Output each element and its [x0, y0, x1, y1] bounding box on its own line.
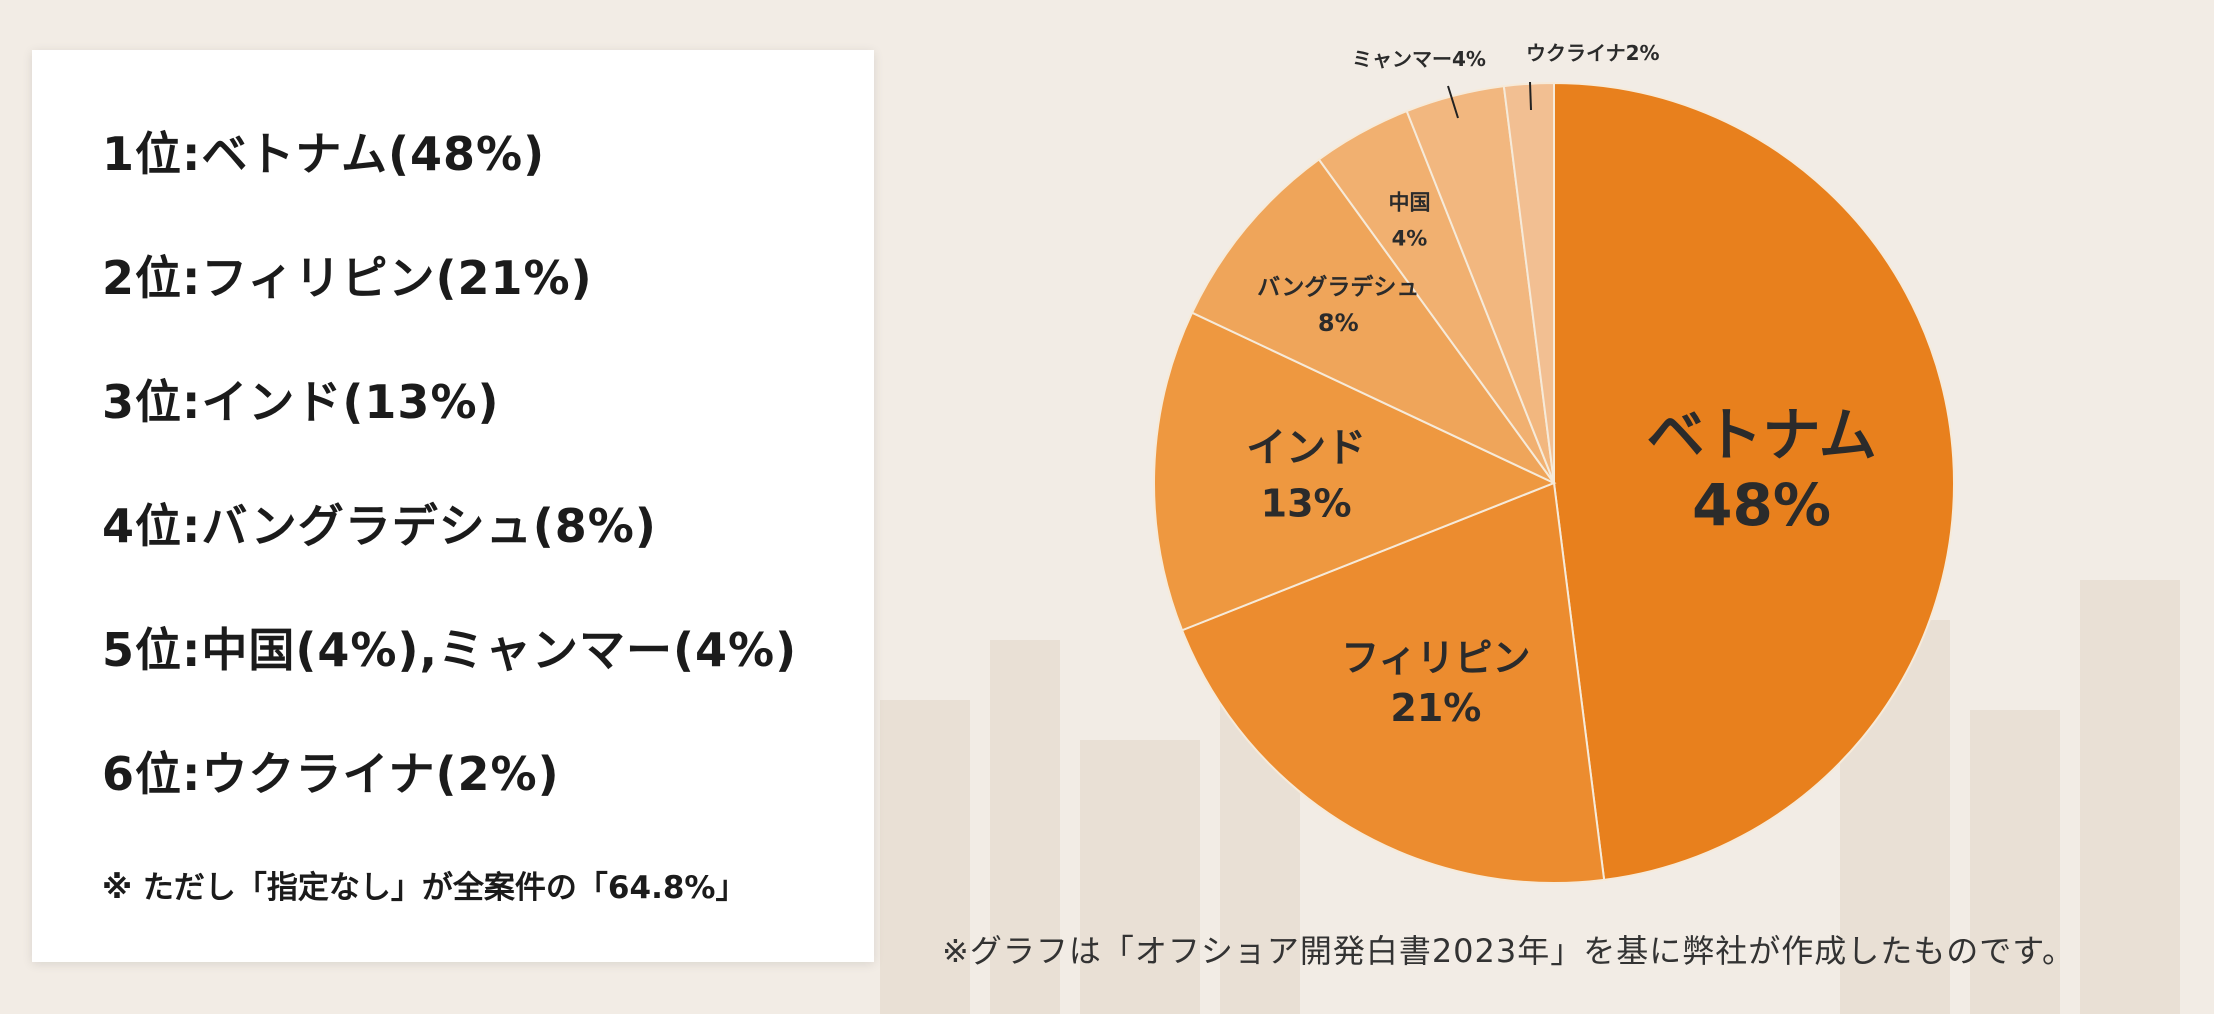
pie-slice-3 [1153, 311, 1557, 632]
slice-value-3: 13% [1261, 482, 1352, 526]
slice-label-1: ベトナム [1646, 401, 1876, 469]
slice-label-5: 中国 [1388, 190, 1430, 214]
unspecified-note: ※ ただし「指定なし」が全案件の「64.8%」 [102, 870, 747, 906]
pie-slice-1 [1553, 81, 1955, 881]
slice-label-2: フィリピン [1341, 636, 1530, 680]
slice-value-4: 8% [1318, 309, 1359, 337]
leader-line-6 [1447, 85, 1459, 119]
ranking-card: 1位:ベトナム(48%) 2位:フィリピン(21%) 3位:インド(13%) 4… [32, 50, 874, 962]
rank-item-4: 4位:バングラデシュ(8%) [102, 499, 657, 553]
rank-item-3: 3位:インド(13%) [102, 375, 500, 429]
leader-line-7 [1529, 81, 1532, 111]
slice-outside-label-6: ミャンマー4% [1352, 47, 1486, 71]
slice-label-4: バングラデシュ [1257, 274, 1419, 301]
slice-value-2: 21% [1390, 686, 1481, 730]
rank-item-6: 6位:ウクライナ(2%) [102, 747, 560, 801]
rank-item-5: 5位:中国(4%),ミャンマー(4%) [102, 623, 798, 677]
pie-slice-7 [1502, 81, 1555, 484]
slice-value-1: 48% [1692, 471, 1831, 539]
pie-slice-4 [1190, 157, 1555, 484]
pie-slice-2 [1180, 481, 1606, 884]
rank-item-1: 1位:ベトナム(48%) [102, 127, 546, 181]
slice-label-3: インド [1246, 425, 1366, 471]
rank-item-2: 2位:フィリピン(21%) [102, 251, 593, 305]
source-footnote: ※グラフは「オフショア開発白書2023年」を基に弊社が作成したものです。 [942, 932, 2076, 970]
slice-outside-label-7: ウクライナ2% [1526, 41, 1660, 65]
slice-value-5: 4% [1392, 226, 1428, 250]
